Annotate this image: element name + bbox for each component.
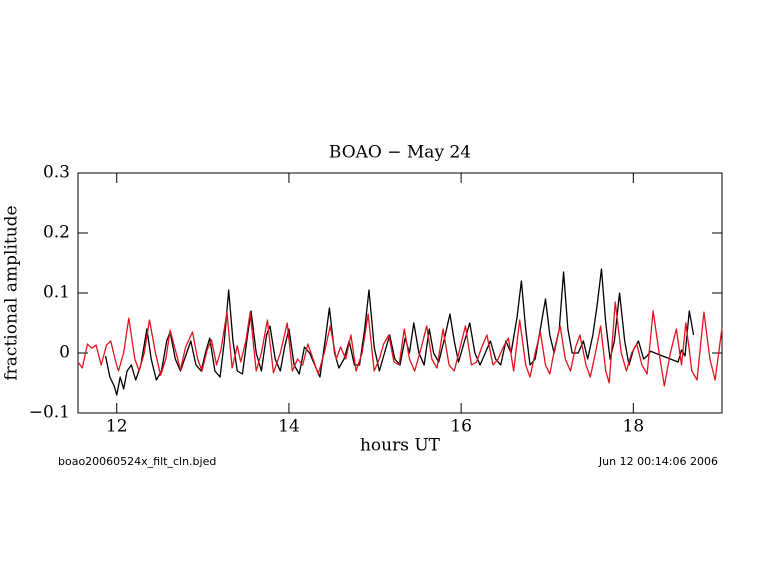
y-tick-label: 0.1: [43, 283, 70, 303]
y-tick-label: −0.1: [29, 403, 70, 423]
x-tick-label: 18: [623, 417, 645, 437]
footer-left: boao20060524x_filt_cln.bjed: [58, 455, 216, 468]
y-axis-label: fractional amplitude: [2, 205, 22, 380]
y-tick-label: 0.3: [43, 163, 70, 183]
chart-title: BOAO − May 24: [329, 143, 471, 163]
x-tick-label: 16: [450, 417, 472, 437]
data-line: [104, 268, 695, 396]
y-tick-label: 0.2: [43, 223, 70, 243]
x-tick-label: 14: [278, 417, 300, 437]
x-tick-label: 12: [106, 417, 128, 437]
footer-right: Jun 12 00:14:06 2006: [598, 455, 718, 468]
y-tick-label: 0: [59, 343, 70, 363]
data-line: [77, 301, 723, 387]
x-axis-label: hours UT: [360, 436, 441, 456]
